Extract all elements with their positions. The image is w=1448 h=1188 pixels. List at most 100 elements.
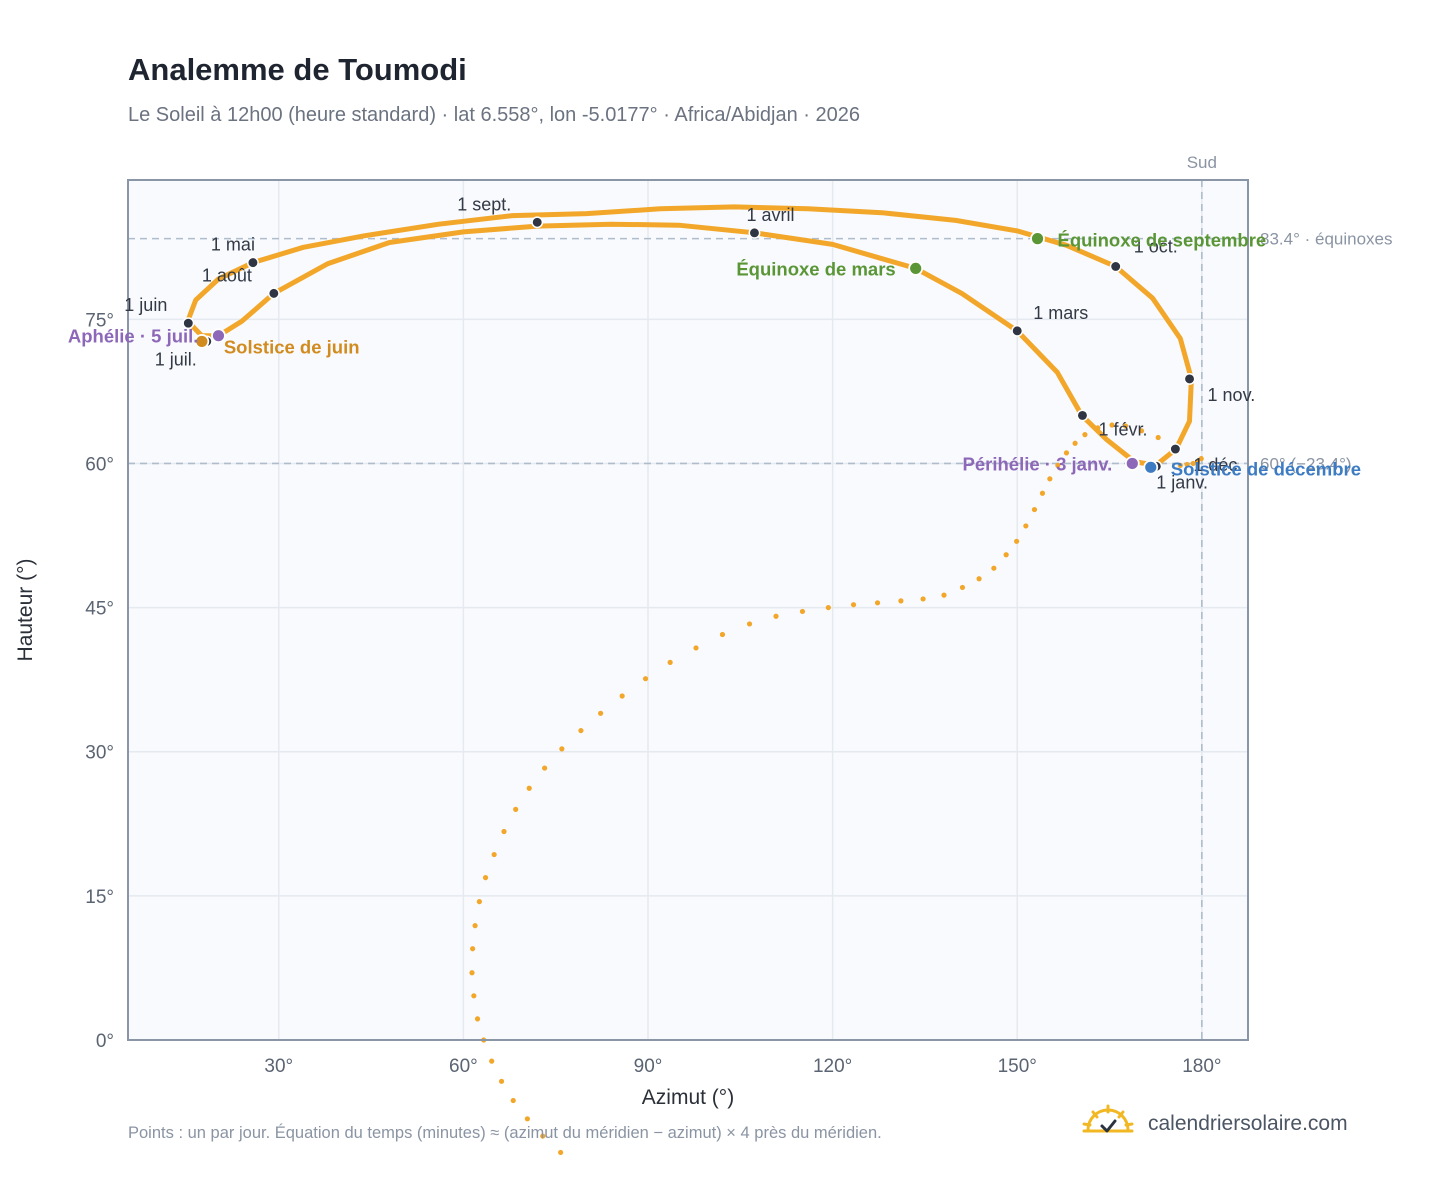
event-label: Équinoxe de septembre	[1058, 230, 1267, 251]
month-marker	[182, 317, 195, 330]
daily-point	[472, 923, 478, 929]
y-tick-label: 45°	[85, 599, 114, 620]
south-reference-label: Sud	[1187, 153, 1217, 172]
month-marker-label: 1 avril	[746, 205, 794, 225]
y-tick-label: 0°	[96, 1031, 114, 1052]
daily-point	[1003, 552, 1009, 558]
sun-checkmark-icon	[1082, 1104, 1134, 1133]
x-axis-label: Azimut (°)	[642, 1086, 734, 1109]
month-marker	[1169, 443, 1182, 456]
daily-point	[578, 727, 584, 734]
daily-point	[524, 1116, 530, 1122]
month-marker-label: 1 mai	[211, 235, 255, 255]
page-title: Analemme de Toumodi	[128, 52, 467, 87]
daily-point	[642, 676, 649, 682]
daily-point	[1155, 434, 1161, 441]
daily-point	[526, 785, 532, 791]
y-axis-label: Hauteur (°)	[14, 559, 37, 662]
y-tick-label: 15°	[85, 887, 114, 908]
daily-point	[773, 613, 779, 619]
event-marker	[908, 261, 924, 276]
daily-point	[501, 828, 507, 835]
daily-point	[1039, 490, 1046, 496]
month-marker-label: 1 mars	[1033, 303, 1088, 323]
month-marker-label: 1 janv.	[1156, 472, 1208, 492]
month-marker-label: 1 sept.	[457, 194, 511, 214]
daily-point	[667, 659, 673, 665]
daily-point	[540, 1133, 546, 1139]
daily-point	[1198, 456, 1204, 462]
altitude-reference-label: 83.4° · équinoxes	[1260, 230, 1393, 249]
x-tick-label: 30°	[264, 1056, 293, 1077]
daily-point	[510, 1097, 516, 1104]
month-marker-label: 1 nov.	[1208, 385, 1256, 405]
daily-point	[1177, 462, 1183, 468]
daily-point	[991, 565, 997, 571]
month-marker-label: 1 déc.	[1193, 455, 1242, 475]
daily-point	[1194, 458, 1201, 465]
daily-point	[1055, 462, 1061, 468]
month-marker	[246, 256, 259, 269]
month-marker	[531, 216, 544, 229]
daily-point	[874, 600, 881, 606]
y-tick-label: 75°	[85, 310, 114, 331]
event-label: Périhélie · 3 janv.	[963, 453, 1113, 474]
daily-point	[825, 604, 831, 611]
x-tick-label: 150°	[998, 1056, 1037, 1077]
daily-point	[1031, 506, 1038, 513]
month-marker-label: 1 juil.	[155, 349, 197, 369]
daily-point	[469, 970, 475, 976]
daily-point	[1023, 523, 1029, 529]
daily-point	[482, 875, 489, 881]
daily-point	[693, 645, 699, 651]
daily-point	[471, 993, 477, 999]
daily-point	[976, 576, 982, 582]
daily-point	[1082, 432, 1088, 438]
x-tick-label: 120°	[813, 1056, 852, 1077]
month-marker	[748, 226, 761, 239]
month-marker	[267, 287, 280, 300]
daily-point	[1184, 461, 1190, 468]
plot-frame	[127, 179, 1249, 1041]
daily-point	[1047, 476, 1053, 482]
y-tick-label: 30°	[85, 743, 114, 764]
daily-point	[476, 899, 482, 905]
daily-point	[489, 1058, 495, 1064]
daily-point	[491, 851, 497, 858]
daily-point	[941, 592, 947, 598]
daily-point	[1014, 538, 1020, 544]
plot-background	[128, 180, 1248, 1040]
event-marker	[1030, 231, 1045, 247]
event-label: Aphélie · 5 juil.	[68, 326, 199, 347]
x-tick-label: 60°	[449, 1056, 478, 1077]
footnote: Points : un par jour. Équation du temps …	[128, 1124, 882, 1142]
month-marker	[1076, 409, 1089, 422]
event-label: Équinoxe de mars	[736, 258, 895, 279]
brand[interactable]: calendriersolaire.com	[1082, 1104, 1348, 1144]
event-marker	[1124, 456, 1140, 471]
daily-point	[959, 584, 966, 591]
brand-name: calendriersolaire.com	[1148, 1112, 1348, 1135]
month-marker-label: 1 juin	[124, 295, 167, 315]
x-tick-label: 90°	[634, 1056, 663, 1077]
event-marker	[194, 334, 210, 349]
daily-point	[1109, 422, 1115, 428]
daily-point	[619, 693, 625, 699]
daily-point	[542, 765, 548, 771]
month-marker	[1183, 372, 1196, 385]
event-marker	[211, 328, 226, 344]
event-label: Solstice de juin	[224, 336, 360, 357]
daily-point	[719, 631, 726, 638]
daily-point	[598, 710, 604, 716]
x-tick-label: 180°	[1182, 1056, 1221, 1077]
month-marker-label: 1 oct.	[1134, 236, 1178, 256]
event-marker	[1143, 459, 1159, 475]
daily-point	[1122, 423, 1129, 429]
y-tick-label: 60°	[85, 454, 114, 475]
event-label: Solstice de décembre	[1171, 458, 1361, 479]
month-marker	[1109, 260, 1122, 273]
daily-point	[920, 596, 926, 602]
daily-point	[850, 602, 857, 608]
page-subtitle: Le Soleil à 12h00 (heure standard) · lat…	[128, 104, 861, 126]
